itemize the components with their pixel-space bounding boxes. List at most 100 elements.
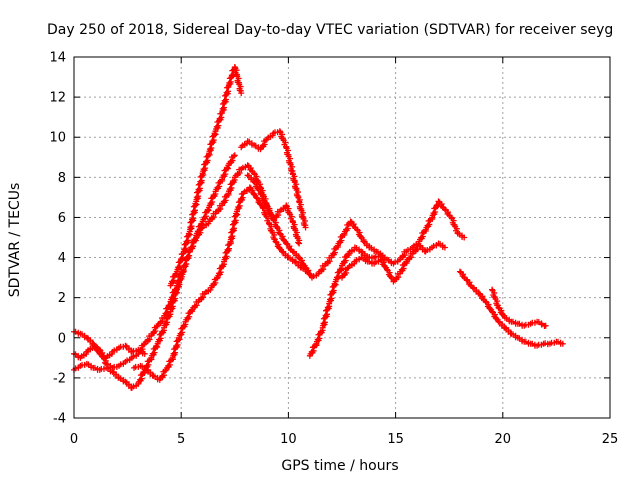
data-markers: [226, 153, 237, 167]
data-markers: [136, 368, 148, 385]
data-markers: [98, 365, 108, 372]
y-tick-label: 4: [58, 251, 66, 266]
data-markers: [385, 257, 395, 267]
data-point: [122, 378, 129, 385]
x-tick-label: 20: [495, 432, 512, 447]
x-tick-label: 10: [280, 432, 297, 447]
data-markers: [489, 309, 501, 323]
data-markers: [187, 200, 200, 233]
data-markers: [213, 110, 225, 133]
data-markers: [117, 375, 127, 385]
y-tick-label: 10: [49, 131, 66, 146]
data-point: [501, 324, 508, 331]
data-markers: [437, 241, 446, 251]
data-point: [251, 170, 258, 177]
data-markers: [290, 219, 303, 246]
data-point: [302, 264, 309, 271]
data-markers: [72, 351, 82, 361]
data-markers: [277, 129, 290, 150]
data-markers: [219, 84, 232, 115]
data-markers: [296, 199, 309, 229]
y-tick-label: 8: [58, 171, 66, 186]
data-markers: [509, 331, 519, 341]
data-markers: [180, 230, 193, 255]
data-markers: [529, 319, 538, 326]
data-markers: [239, 140, 250, 149]
data-markers: [326, 280, 339, 305]
data-markers: [477, 291, 488, 304]
data-markers: [91, 343, 101, 353]
data-point: [358, 248, 365, 255]
data-point: [289, 248, 296, 255]
data-markers: [209, 275, 220, 289]
data-markers: [132, 363, 142, 370]
data-markers: [136, 341, 147, 355]
data-point: [244, 162, 251, 169]
data-point: [251, 178, 258, 185]
data-point: [495, 318, 502, 325]
data-markers: [424, 246, 433, 254]
data-point: [276, 230, 283, 237]
data-markers: [180, 249, 193, 271]
data-markers: [555, 338, 564, 347]
data-markers: [200, 206, 212, 223]
data-markers: [219, 164, 231, 181]
y-tick-label: -2: [53, 371, 66, 386]
data-markers: [290, 171, 303, 203]
data-markers: [155, 327, 167, 345]
data-markers: [85, 361, 95, 371]
data-point: [244, 172, 251, 179]
data-point: [238, 90, 245, 97]
data-point: [482, 298, 489, 305]
data-markers: [278, 204, 289, 213]
data-point: [354, 226, 361, 233]
data-point: [542, 322, 549, 329]
series-arc-5: [167, 64, 245, 289]
y-tick-label: 2: [58, 291, 66, 306]
data-markers: [91, 364, 101, 373]
data-markers: [130, 382, 140, 390]
x-tick-label: 25: [602, 432, 619, 447]
data-markers: [258, 137, 270, 151]
data-point: [416, 242, 423, 249]
series-arc-3: [71, 152, 238, 391]
data-markers: [353, 256, 363, 264]
data-markers: [176, 321, 189, 339]
data-markers: [457, 269, 468, 281]
data-markers: [548, 339, 558, 346]
data-markers: [111, 346, 120, 354]
data-markers: [379, 253, 388, 263]
data-point: [296, 254, 303, 261]
data-markers: [265, 132, 276, 141]
x-tick-label: 5: [177, 432, 185, 447]
data-markers: [104, 365, 114, 375]
plot-frame: [73, 56, 611, 419]
data-markers: [174, 268, 187, 291]
data-markers: [535, 341, 545, 348]
data-markers: [283, 145, 296, 175]
data-markers: [320, 303, 333, 329]
data-point: [253, 194, 260, 201]
data-markers: [157, 367, 169, 381]
data-point: [141, 350, 148, 357]
data-markers: [346, 260, 358, 269]
data-point: [435, 198, 442, 205]
data-point: [291, 258, 298, 265]
data-markers: [139, 363, 148, 373]
data-markers: [117, 343, 127, 350]
data-point: [272, 238, 279, 245]
y-tick-label: 12: [49, 91, 66, 106]
data-markers: [247, 185, 259, 199]
data-markers: [79, 361, 88, 368]
data-markers: [151, 373, 161, 383]
data-markers: [436, 199, 447, 211]
data-markers: [392, 258, 401, 266]
data-point: [476, 290, 483, 297]
data-markers: [170, 336, 183, 359]
data-point: [461, 234, 468, 241]
data-markers: [310, 272, 320, 280]
data-markers: [339, 265, 351, 279]
data-point: [559, 340, 566, 347]
data-point: [278, 248, 285, 255]
